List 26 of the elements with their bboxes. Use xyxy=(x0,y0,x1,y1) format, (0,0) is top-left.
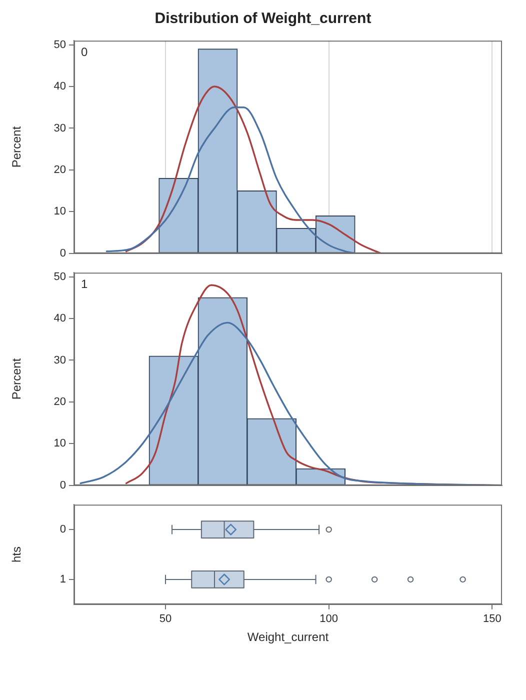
y-tick-label: 1 xyxy=(60,573,66,586)
y-tick-label: 40 xyxy=(54,80,66,93)
y-tick-label: 10 xyxy=(54,206,66,218)
y-tick-label: 0 xyxy=(60,524,66,536)
y-axis-title: Percent xyxy=(10,126,24,168)
y-tick-label: 0 xyxy=(60,479,66,492)
y-tick-label: 20 xyxy=(54,396,66,408)
y-axis-title: hts xyxy=(10,546,24,563)
annotation: 1 xyxy=(81,276,88,291)
line-series xyxy=(106,106,356,254)
y-axis-title: Percent xyxy=(10,358,24,400)
x-tick-label: 150 xyxy=(483,613,502,626)
line-series xyxy=(125,86,382,254)
y-tick-label: 20 xyxy=(54,164,66,176)
y-tick-label: 0 xyxy=(60,247,66,260)
y-tick-label: 30 xyxy=(54,122,66,134)
y-tick-label: 40 xyxy=(54,312,66,325)
chart-title: Distribution of Weight_current xyxy=(154,9,372,29)
x-tick-label: 100 xyxy=(320,613,338,626)
x-tick-label: 50 xyxy=(159,613,172,626)
y-tick-label: 30 xyxy=(54,354,66,366)
annotation: 0 xyxy=(81,44,88,59)
y-tick-label: 10 xyxy=(54,438,66,450)
x-axis-title: Weight_current xyxy=(247,630,330,644)
y-tick-label: 50 xyxy=(54,270,66,283)
y-tick-label: 50 xyxy=(54,38,66,51)
